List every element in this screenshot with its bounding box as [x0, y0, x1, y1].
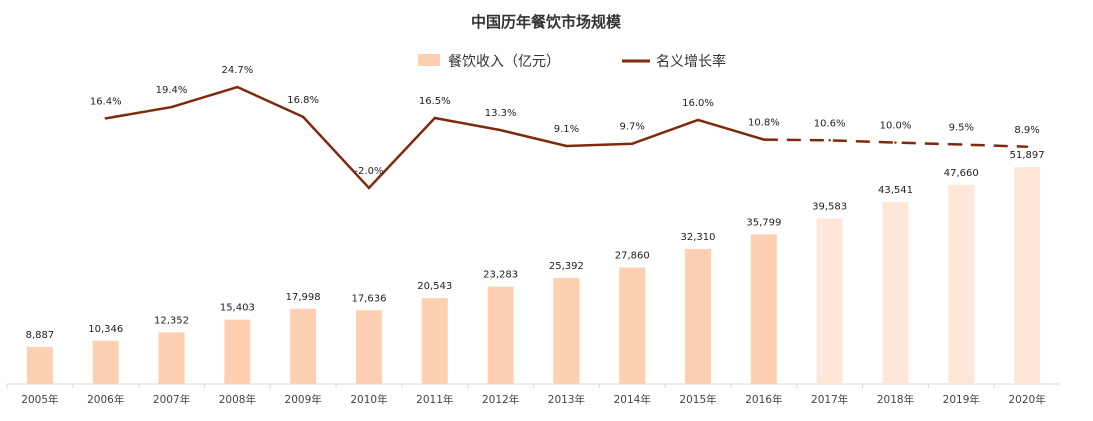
growth-label: 9.7% [620, 122, 645, 133]
growth-point [433, 116, 436, 120]
bar-label: 39,583 [812, 202, 847, 213]
x-tick-label: 2006年 [87, 393, 124, 406]
bar [685, 248, 712, 384]
bar [92, 340, 119, 384]
x-tick-label: 2019年 [943, 393, 980, 406]
bar-label: 47,660 [944, 168, 979, 179]
bar [421, 298, 448, 384]
bar [948, 184, 975, 384]
growth-point [170, 105, 173, 109]
bar [158, 332, 185, 384]
bar-label: 32,310 [681, 232, 716, 243]
legend-line-label: 名义增长率 [656, 53, 726, 70]
growth-point [301, 115, 305, 119]
growth-point [565, 144, 568, 148]
bar [1014, 167, 1041, 384]
bar [619, 267, 646, 384]
growth-point [762, 138, 766, 141]
growth-label: 24.7% [221, 65, 253, 76]
x-tick-label: 2010年 [350, 393, 387, 406]
bar-label: 17,636 [351, 293, 386, 304]
growth-label: 10.0% [880, 121, 912, 132]
bar-label: 35,799 [746, 217, 781, 228]
x-tick-label: 2009年 [285, 393, 322, 406]
growth-point [499, 128, 502, 132]
bar [26, 346, 53, 384]
growth-label: 10.6% [814, 118, 846, 129]
growth-line-dashed [763, 138, 1028, 149]
bar-label: 20,543 [417, 281, 452, 292]
x-tick-label: 2012年 [482, 393, 519, 406]
x-tick-label: 2016年 [745, 393, 782, 406]
bar-label: 25,392 [549, 261, 584, 272]
growth-label: 16.5% [419, 96, 451, 107]
legend-bar-label: 餐饮收入（亿元） [448, 54, 560, 70]
legend: 餐饮收入（亿元） 名义增长率 [418, 53, 726, 70]
growth-label: 8.9% [1014, 125, 1039, 136]
x-tick-label: 2018年 [877, 393, 914, 406]
x-tick-label: 2020年 [1008, 393, 1045, 406]
growth-point [631, 142, 634, 145]
bar-label: 23,283 [483, 270, 518, 281]
bar-label: 10,346 [88, 324, 123, 335]
x-tick-label: 2013年 [548, 393, 585, 406]
x-tick-label: 2014年 [614, 393, 651, 406]
growth-label: 16.8% [287, 95, 319, 106]
x-tick-label: 2015年 [679, 393, 716, 406]
growth-point [104, 117, 107, 120]
bar [553, 277, 580, 384]
growth-point [236, 85, 239, 89]
x-tick-label: 2007年 [153, 393, 190, 406]
growth-point [1025, 145, 1029, 148]
legend-bar-swatch [418, 54, 440, 66]
x-tick-label: 2008年 [219, 393, 256, 406]
growth-label: 19.4% [156, 85, 188, 96]
bar [487, 286, 514, 384]
growth-point [960, 143, 963, 146]
bar-label: 15,403 [220, 303, 255, 314]
growth-label: 16.4% [90, 96, 122, 107]
bar [816, 218, 843, 384]
x-tick-label: 2017年 [811, 393, 848, 406]
growth-label: 13.3% [485, 108, 517, 119]
growth-label: -2.0% [354, 166, 383, 177]
bar [290, 308, 317, 384]
chart-title: 中国历年餐饮市场规模 [471, 13, 622, 31]
x-tick-label: 2011年 [416, 393, 453, 406]
bar [355, 310, 382, 384]
x-tick-label: 2005年 [21, 393, 58, 406]
bar-label: 12,352 [154, 315, 189, 326]
bar-label: 43,541 [878, 185, 913, 196]
bar-label: 51,897 [1010, 150, 1045, 161]
bar-label: 27,860 [615, 251, 650, 262]
bar [750, 234, 777, 384]
bar [882, 201, 909, 384]
growth-label: 10.8% [748, 118, 780, 129]
bar-label: 8,887 [26, 330, 55, 341]
bar [224, 319, 251, 384]
growth-point [696, 118, 700, 122]
growth-point [367, 186, 371, 190]
growth-label: 16.0% [682, 98, 714, 109]
growth-label: 9.5% [949, 122, 974, 133]
growth-label: 9.1% [554, 124, 579, 135]
bar-label: 17,998 [286, 292, 321, 303]
growth-point [828, 139, 831, 142]
growth-point [894, 141, 897, 144]
